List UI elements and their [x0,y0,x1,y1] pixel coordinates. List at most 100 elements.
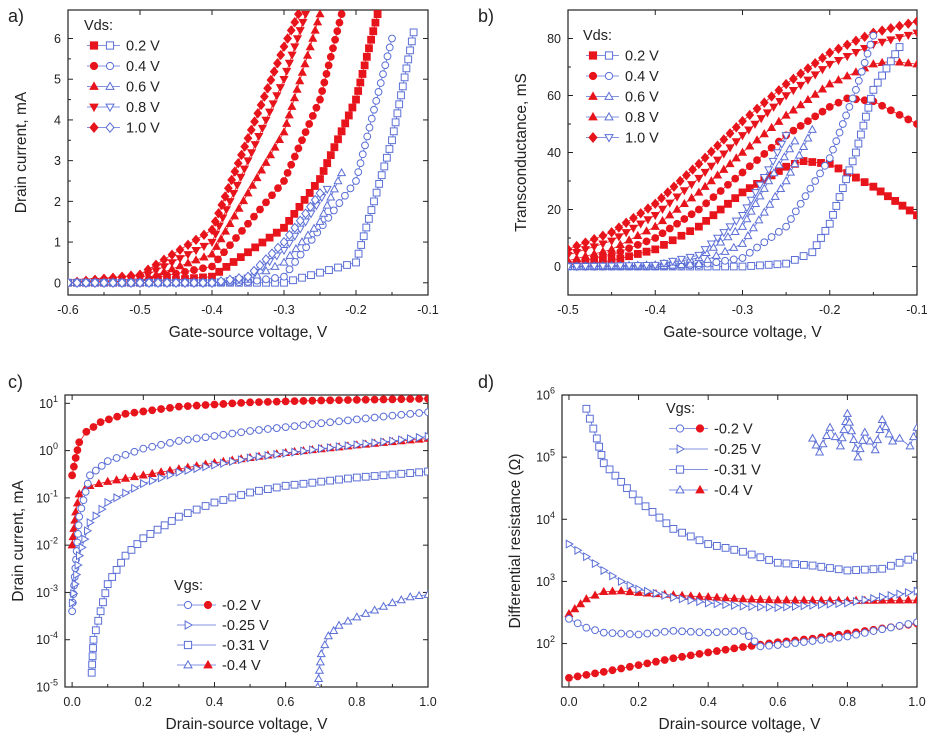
data-point [863,49,872,58]
data-point [270,142,280,151]
data-point [280,272,288,281]
data-point [318,444,327,454]
data-point [589,262,599,272]
data-point [700,246,710,255]
data-point [388,136,396,145]
x-tick-label: -0.5 [557,303,579,317]
x-tick-label: -0.2 [819,303,841,317]
data-point [264,451,273,461]
data-point [256,165,267,174]
data-point [415,409,424,417]
data-point [746,196,756,205]
data-point [400,73,409,82]
data-point [262,275,270,284]
data-point [773,641,782,649]
data-point [731,122,741,133]
data-point [199,229,209,241]
data-point [253,108,263,119]
data-point [796,81,806,90]
data-point [280,223,288,232]
data-point [731,174,740,183]
legend-marker-filled [588,132,598,143]
data-point [781,595,792,604]
legend-marker-filled [89,61,99,71]
data-point [881,421,891,431]
data-point [807,124,817,133]
data-point [730,226,740,236]
data-point [305,120,314,128]
data-point [615,262,625,271]
data-point [335,18,344,27]
data-point [344,441,353,451]
chart-panel-4: d) 0.0 0.2 0.4 0.6 0.8 1.0 102 103 104 105 106 Drain… [478,372,926,733]
data-point [266,74,276,86]
data-point [595,442,604,451]
data-point [835,598,844,609]
data-point [737,221,748,230]
data-point [913,586,917,596]
data-point [685,259,695,268]
data-point [189,277,199,288]
data-point [89,635,98,644]
data-point [210,400,219,409]
data-point [282,67,292,76]
data-point [211,241,222,250]
data-point [687,181,697,190]
data-point [661,590,670,601]
data-point [92,511,101,521]
legend-marker-filled [89,81,99,90]
data-point [860,565,869,574]
data-point [834,565,843,574]
data-point [756,261,764,270]
legend-marker-open [184,620,194,630]
legend-item: -0.2 V [177,598,261,614]
data-point [222,263,231,271]
data-point [845,103,854,111]
data-point [175,261,185,270]
data-point [183,509,192,518]
data-point [300,446,309,456]
data-point [686,651,695,660]
data-point [71,579,80,589]
data-point [730,644,739,653]
data-point [609,571,618,581]
data-point [687,210,696,219]
data-point [283,168,292,177]
data-point [852,630,860,639]
data-point [608,629,617,637]
data-point [326,396,335,405]
data-point [600,565,609,576]
data-point [313,17,323,26]
data-point [385,43,394,52]
data-point [825,219,834,228]
data-point [364,214,373,223]
data-point [818,439,828,448]
data-point [335,396,343,405]
data-point [818,600,827,610]
legend-marker-open [105,122,115,133]
data-point [79,496,88,505]
data-point [265,150,276,159]
series-filled-3 [568,56,917,265]
data-point [643,659,652,668]
data-point [634,661,643,670]
data-point [330,143,339,152]
data-point [779,152,789,161]
data-point [101,589,110,598]
data-point [236,253,245,262]
data-point [830,431,840,441]
data-point [629,212,638,224]
data-point [665,210,675,219]
data-point [811,112,820,121]
data-point [764,176,774,185]
data-point [706,146,716,157]
x-tick-label: 1.0 [908,695,925,709]
data-point [572,253,582,262]
data-point [297,237,307,246]
data-point [361,608,371,617]
x-tick-label: 0.8 [839,695,856,709]
data-point [344,396,352,404]
data-point [167,259,177,268]
data-point [219,496,228,504]
data-point [760,150,769,158]
